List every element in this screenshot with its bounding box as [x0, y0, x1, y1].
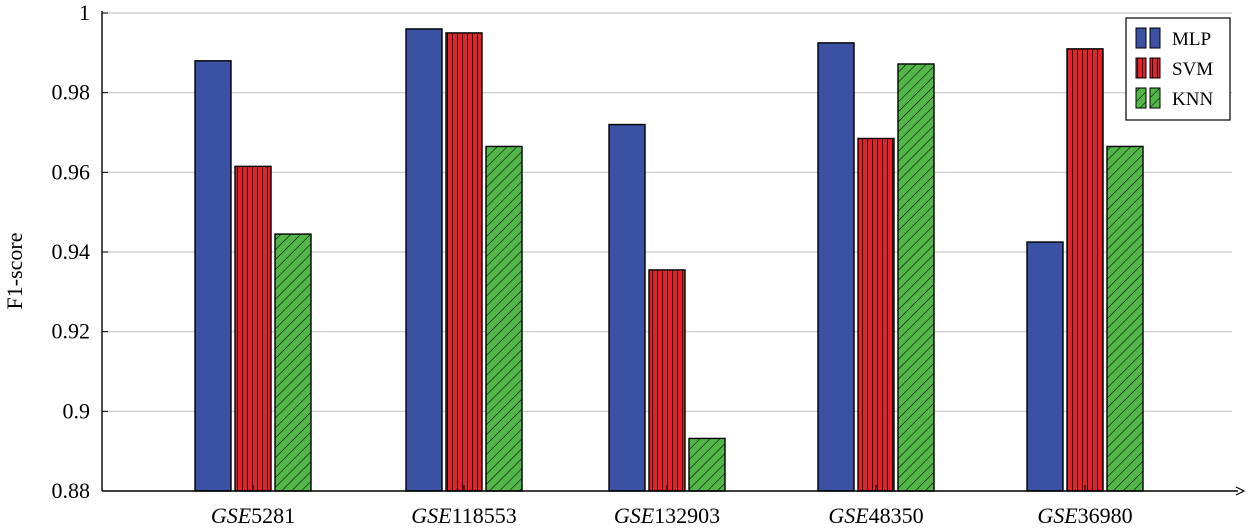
bar-svm-gse48350 — [857, 137, 895, 492]
bar-mlp-gse132903 — [608, 123, 646, 492]
legend-swatch-mlp-b — [1149, 27, 1161, 49]
bar-knn-gse5281 — [274, 233, 312, 492]
bar-knn-gse118553 — [485, 145, 523, 492]
x-tick-label: GSE48350 — [828, 503, 923, 528]
bar-mlp-gse118553 — [405, 28, 443, 492]
x-tick-label-number: 118553 — [452, 503, 517, 528]
bar-mlp-gse36980 — [1026, 241, 1064, 492]
bar-svm-gse36980 — [1066, 48, 1104, 492]
x-tick-label-prefix: GSE — [828, 503, 869, 528]
x-tick-label-prefix: GSE — [211, 503, 252, 528]
x-tick-label-number: 5281 — [251, 503, 295, 528]
legend-swatch-knn-a — [1135, 87, 1147, 109]
x-tick-label-number: 36980 — [1078, 503, 1133, 528]
bar-knn-gse132903 — [688, 437, 726, 492]
legend-label-knn: KNN — [1172, 89, 1213, 110]
x-tick-label-prefix: GSE — [1037, 503, 1078, 528]
x-tick-labels: GSE5281 GSE118553 GSE132903 GSE48350 GSE3698… — [211, 503, 1133, 528]
y-tick-label: 0.88 — [52, 478, 91, 503]
y-tick-labels: 0.88 0.9 0.92 0.94 0.96 0.98 1 — [52, 0, 91, 503]
legend: MLP SVM KNN — [1125, 17, 1231, 121]
legend-label-mlp: MLP — [1172, 29, 1211, 50]
x-tick-label: GSE36980 — [1037, 503, 1132, 528]
y-axis-title: F1-score — [2, 233, 27, 310]
x-axis-arrow — [1235, 486, 1246, 496]
bar-svm-gse118553 — [445, 32, 483, 492]
legend-swatch-svm-b — [1149, 57, 1161, 79]
legend-swatch-mlp-a — [1135, 27, 1147, 49]
axes — [101, 11, 1246, 496]
bar-mlp-gse5281 — [194, 60, 232, 492]
bars — [194, 28, 1144, 492]
y-tick-label: 0.96 — [52, 159, 91, 184]
y-tick-label: 0.98 — [52, 80, 91, 105]
bar-svm-gse5281 — [234, 165, 272, 492]
x-tick-label: GSE118553 — [411, 503, 517, 528]
bar-mlp-gse48350 — [817, 42, 855, 492]
legend-swatch-knn-b — [1149, 87, 1161, 109]
y-tick-label: 1 — [79, 0, 90, 25]
x-tick-label: GSE132903 — [614, 503, 720, 528]
x-tick-label-number: 132903 — [654, 503, 720, 528]
x-tick-label-prefix: GSE — [411, 503, 452, 528]
y-tick-label: 0.92 — [52, 319, 91, 344]
x-tick-label: GSE5281 — [211, 503, 295, 528]
bar-knn-gse48350 — [897, 63, 935, 492]
y-tick-label: 0.94 — [52, 239, 91, 264]
x-tick-label-prefix: GSE — [614, 503, 655, 528]
bar-knn-gse36980 — [1106, 145, 1144, 492]
bar-svm-gse132903 — [648, 269, 686, 492]
y-tick-label: 0.9 — [63, 398, 91, 423]
x-tick-label-number: 48350 — [869, 503, 924, 528]
legend-label-svm: SVM — [1172, 59, 1213, 80]
legend-swatch-svm-a — [1135, 57, 1147, 79]
